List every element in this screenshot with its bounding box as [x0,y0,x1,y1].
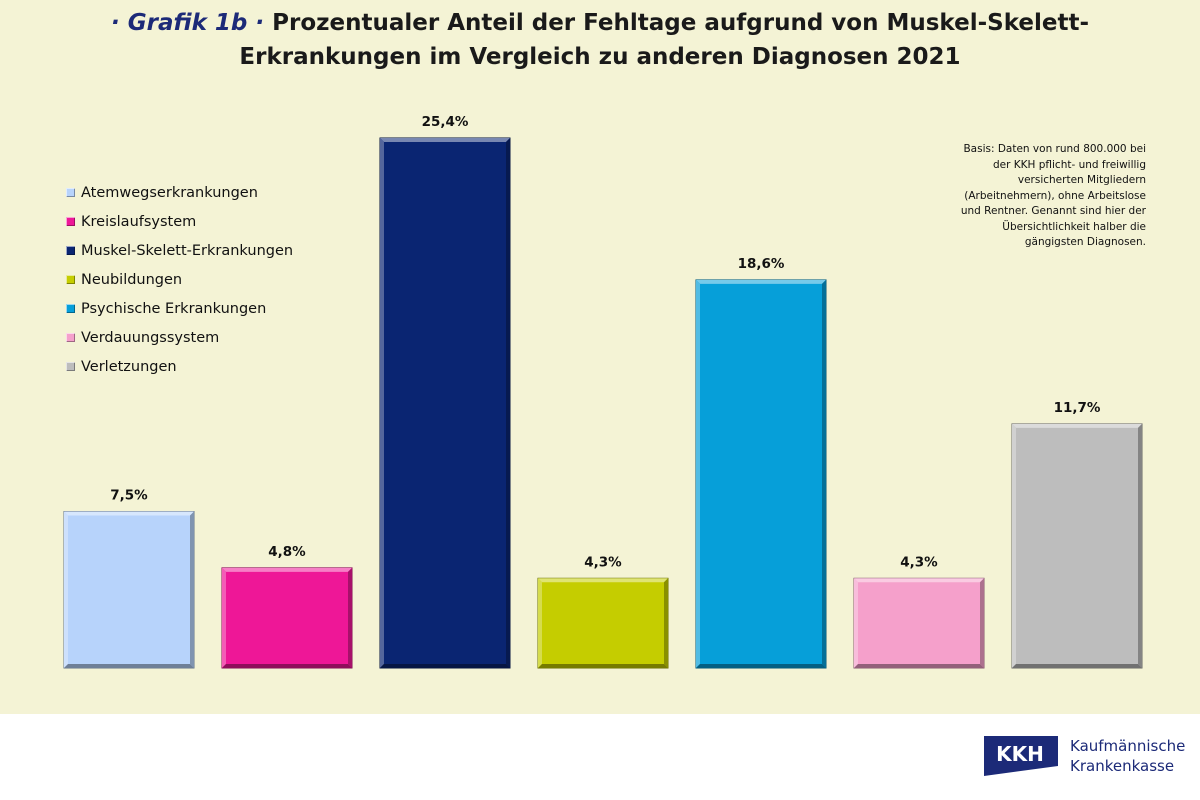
bar-value-label-5: 18,6% [738,256,785,272]
legend-item-2: Kreislaufsystem [66,207,293,236]
bar-value-label-1: 7,5% [110,488,148,504]
bar-4 [537,577,669,669]
legend-label: Muskel-Skelett-Erkrankungen [81,242,294,259]
kkh-logo-line1: Kaufmännische [1070,737,1186,755]
legend-swatch [66,188,75,197]
legend-item-4: Neubildungen [66,265,293,294]
legend-label: Atemwegserkrankungen [81,184,258,201]
legend-swatch [66,333,75,342]
bar-value-label-4: 4,3% [584,554,622,570]
legend-swatch [66,304,75,313]
kkh-logo-line2: Krankenkasse [1070,757,1175,775]
legend-label: Neubildungen [81,271,183,288]
chart-title-line1: Prozentualer Anteil der Fehltage aufgrun… [264,10,1089,36]
legend-label: Verdauungssystem [81,329,220,346]
legend-label: Verletzungen [81,358,177,375]
chart-title-prefix: · Grafik 1b · [111,10,265,36]
legend-label: Kreislaufsystem [81,213,197,230]
kkh-logo-text: Kaufmännische Krankenkasse [1070,736,1185,776]
data-basis-note: Basis: Daten von rund 800.000 bei der KK… [960,143,1146,248]
legend-item-5: Psychische Erkrankungen [66,294,293,323]
bar-5 [695,279,827,669]
kkh-logo-mark: KKH [984,736,1058,776]
kkh-logo-mark-text: KKH [996,742,1044,766]
legend-item-7: Verletzungen [66,352,293,381]
bar-value-label-6: 4,3% [900,554,938,570]
bar-value-label-2: 4,8% [268,544,306,560]
bar-value-label-7: 11,7% [1054,400,1101,416]
chart-title-line2: Erkrankungen im Vergleich zu anderen Dia… [239,44,961,70]
legend-swatch [66,217,75,226]
chart-title: · Grafik 1b · Prozentualer Anteil der Fe… [0,6,1200,74]
bar-3 [379,137,511,669]
bar-2 [221,567,353,669]
legend-swatch [66,275,75,284]
bar-6 [853,577,985,669]
legend-item-3: Muskel-Skelett-Erkrankungen [66,236,293,265]
kkh-logo: KKH Kaufmännische Krankenkasse [984,736,1185,776]
bar-chart: 7,5% 4,8% 25,4% 4,3% 18,6% 4,3% 11,7% [63,114,1143,669]
chart-area: · Grafik 1b · Prozentualer Anteil der Fe… [0,0,1200,714]
legend-item-1: Atemwegserkrankungen [66,178,293,207]
legend-label: Psychische Erkrankungen [81,300,267,317]
legend: Atemwegserkrankungen Kreislaufsystem Muske… [66,178,293,381]
bar-1 [63,511,195,669]
legend-item-6: Verdauungssystem [66,323,293,352]
bar-value-label-3: 25,4% [422,114,469,130]
legend-swatch [66,362,75,371]
bar-7 [1011,423,1143,669]
legend-swatch [66,246,75,255]
